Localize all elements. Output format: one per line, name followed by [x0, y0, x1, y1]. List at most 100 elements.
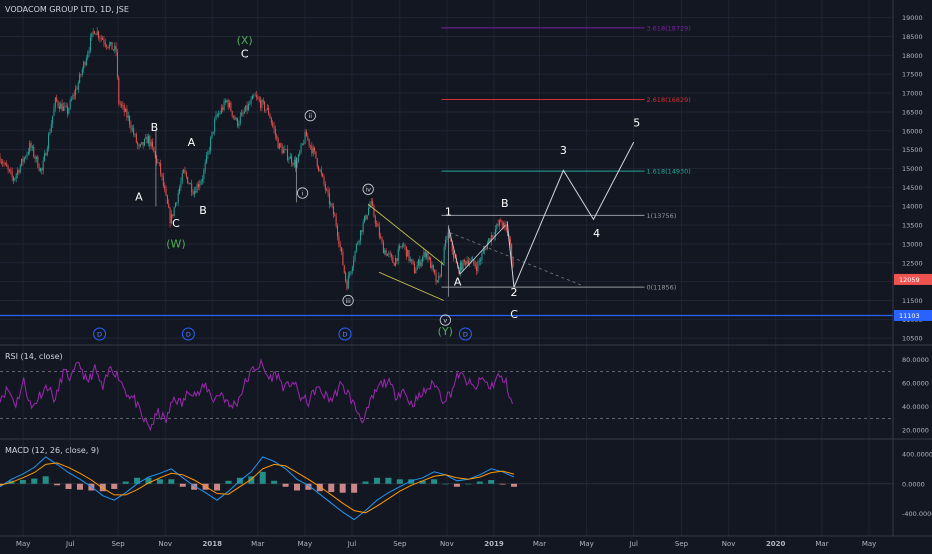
candle-body: [131, 128, 133, 130]
candle-body: [22, 158, 24, 162]
candle-body: [246, 105, 248, 111]
dividend-marker-label: D: [186, 330, 191, 338]
candle-body: [126, 108, 128, 118]
candle-body: [148, 136, 149, 144]
price-tick-label: 14000: [902, 203, 923, 211]
candle-body: [80, 74, 82, 76]
candle-body: [142, 142, 144, 146]
wave-label: (X): [237, 34, 253, 47]
candle-body: [292, 163, 294, 166]
candle-body: [237, 118, 239, 127]
candle-body: [481, 253, 483, 261]
candle-body: [505, 226, 507, 231]
wave-label: C: [172, 217, 180, 230]
candle-body: [357, 242, 359, 245]
fib-level-label: 1.618(14930): [646, 168, 690, 176]
candle-body: [125, 108, 127, 112]
candle-body: [453, 251, 455, 258]
candle-body: [72, 94, 74, 100]
candle-body: [470, 259, 472, 262]
wave-label-circle: [296, 187, 309, 199]
candle-body: [247, 104, 249, 111]
candle-body: [500, 219, 502, 223]
wedge-line: [367, 203, 445, 266]
candle-body: [176, 202, 178, 204]
dividend-marker-label: D: [463, 330, 468, 338]
candle-body: [165, 189, 167, 196]
wave-label: A: [135, 191, 143, 204]
macd-tick-label: 0.0000: [902, 480, 925, 488]
candle-body: [62, 106, 64, 111]
wave-label-circle: [439, 314, 451, 326]
candle-body: [112, 49, 114, 51]
price-tag: [894, 273, 932, 285]
candle-body: [234, 116, 236, 120]
macd-histogram-bar: [179, 483, 186, 487]
candle-body: [314, 147, 316, 152]
candle-body: [114, 45, 116, 50]
candle-body: [431, 264, 433, 269]
candle-body: [17, 170, 19, 175]
candle-body: [488, 238, 490, 243]
candle-body: [35, 156, 37, 159]
candle-body: [504, 222, 506, 227]
candle-body: [253, 95, 255, 97]
candle-body: [122, 104, 124, 106]
price-tag: [894, 309, 932, 321]
candle-body: [439, 275, 441, 277]
wave-label: C: [510, 308, 518, 321]
candle-body: [335, 216, 337, 226]
candle-body: [75, 88, 77, 96]
candle-body: [92, 31, 94, 33]
candle-body: [67, 106, 68, 114]
candle-body: [338, 236, 340, 245]
candle-body: [442, 262, 444, 264]
fib-level-label: 3.618(18729): [646, 24, 690, 32]
candle-body: [2, 162, 4, 164]
wave-label: 1: [445, 206, 452, 219]
candle-body: [490, 235, 492, 242]
macd-histogram-bar: [19, 480, 26, 484]
candle-body: [134, 134, 136, 135]
wave-label: B: [199, 204, 207, 217]
wave-connector: [448, 226, 461, 275]
candle-body: [465, 261, 467, 265]
macd-histogram-bar: [408, 479, 415, 484]
dividend-marker-label: D: [97, 330, 102, 338]
candle-body: [389, 253, 391, 255]
x-tick-label: Jul: [65, 540, 75, 548]
candle-body: [239, 115, 241, 124]
candle-body: [10, 170, 12, 172]
x-tick-label: May: [298, 540, 312, 548]
candle-body: [322, 173, 324, 177]
candle-body: [497, 224, 499, 226]
candle-body: [436, 280, 438, 283]
candle-body: [343, 265, 345, 273]
candle-body: [191, 183, 193, 193]
candle-body: [6, 163, 8, 167]
candle-body: [366, 214, 368, 220]
candle-body: [61, 103, 63, 111]
candle-body: [73, 94, 75, 96]
candle-body: [455, 258, 457, 264]
candle-body: [81, 69, 83, 75]
macd-histogram-bar: [351, 483, 358, 493]
candle-body: [100, 37, 102, 39]
candle-body: [107, 47, 109, 48]
macd-histogram-bar: [362, 481, 369, 484]
candle-body: [318, 166, 320, 171]
candle-body: [287, 149, 289, 160]
macd-histogram-bar: [248, 476, 255, 484]
candle-body: [30, 143, 32, 148]
x-tick-label: Nov: [440, 540, 454, 548]
candle-body: [291, 156, 293, 164]
candle-body: [169, 208, 171, 224]
macd-histogram-bar: [328, 483, 335, 492]
candle-body: [296, 161, 298, 168]
wave-label: 4: [593, 227, 600, 240]
last-price-label: 12059: [899, 276, 920, 284]
candle-body: [289, 156, 291, 159]
candle-body: [106, 45, 108, 48]
